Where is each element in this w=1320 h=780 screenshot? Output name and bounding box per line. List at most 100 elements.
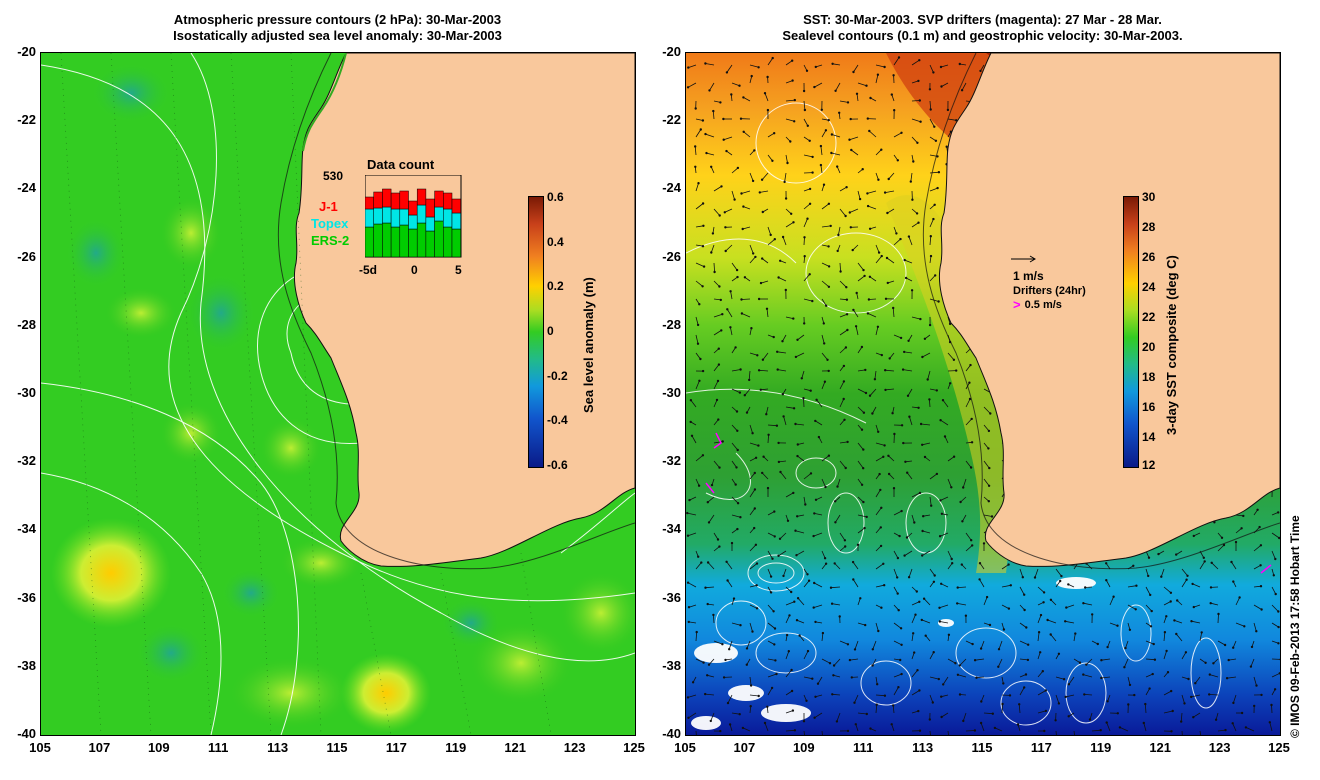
lat-tick-label: -32	[17, 453, 36, 469]
lat-tick-label: -22	[17, 112, 36, 128]
data-count-bar	[443, 208, 453, 228]
lat-tick-label: -34	[17, 521, 36, 537]
data-count-bar	[408, 214, 418, 230]
lat-tick-label: -30	[17, 385, 36, 400]
left-title: Atmospheric pressure contours (2 hPa): 3…	[40, 12, 635, 44]
data-count-max: 530	[323, 169, 344, 183]
lat-tick-label: -38	[17, 657, 36, 673]
data-count-bar	[425, 216, 435, 232]
lat-tick-label: -24	[17, 180, 36, 196]
left-title-line1: Atmospheric pressure contours (2 hPa): 3…	[173, 12, 502, 27]
lon-tick-label: 121	[504, 740, 527, 755]
right-cb-tick-2: 26	[1142, 250, 1156, 264]
lon-tick-label: 123	[1208, 740, 1231, 755]
velocity-legend: 1 m/s	[1011, 251, 1044, 283]
lat-tick-label: -28	[17, 316, 36, 332]
right-cb-tick-0: 30	[1142, 190, 1156, 204]
data-count-bar	[382, 206, 392, 224]
data-count-x-5: 5	[455, 263, 462, 277]
lon-tick-label: 111	[853, 740, 874, 755]
data-count-bar	[425, 230, 435, 258]
lat-tick-label: -32	[662, 453, 681, 469]
lon-tick-label: 105	[29, 740, 51, 755]
lat-tick-label: -40	[17, 726, 36, 741]
data-count-x-neg5d: -5d	[359, 263, 377, 277]
data-count-bar	[365, 226, 374, 258]
left-cb-tick-4: -0.2	[547, 369, 568, 383]
velocity-arrow-icon	[1011, 255, 1036, 263]
data-count-bar	[365, 208, 374, 228]
data-count-title: Data count	[367, 157, 435, 172]
left-map: Data count 530 J-1 Topex ERS-2 -5d 0 5 0…	[40, 52, 636, 736]
data-count-bar	[390, 192, 401, 210]
lon-tick-label: 123	[563, 740, 586, 755]
lat-tick-label: -20	[17, 44, 36, 59]
lon-tick-label: 125	[623, 740, 645, 755]
right-colorbar	[1123, 196, 1139, 468]
data-count-bar	[451, 198, 461, 214]
lon-tick-label: 113	[912, 740, 934, 755]
lat-tick-label: -22	[662, 112, 681, 128]
data-count-bars	[365, 175, 462, 258]
data-count-bar	[443, 226, 453, 258]
right-cb-tick-8: 14	[1142, 430, 1156, 444]
data-count-bar	[451, 212, 461, 230]
velocity-legend-label: 1 m/s	[1013, 269, 1044, 283]
lat-tick-label: -26	[17, 248, 36, 264]
right-title-line1: SST: 30-Mar-2003. SVP drifters (magenta)…	[803, 12, 1162, 27]
data-count-inset: Data count 530 J-1 Topex ERS-2 -5d 0 5	[303, 155, 473, 285]
data-count-bar	[416, 222, 427, 258]
right-cb-tick-4: 22	[1142, 310, 1156, 324]
lat-tick-label: -30	[662, 385, 681, 400]
data-count-bar	[408, 228, 418, 258]
australia-landmass-right	[938, 53, 1280, 567]
lon-tick-label: 109	[147, 740, 170, 755]
data-count-bar	[382, 222, 392, 258]
lon-tick-label: 121	[1149, 740, 1172, 755]
left-colorbar-label: Sea level anomaly (m)	[581, 277, 596, 413]
data-count-bar	[399, 190, 409, 210]
lon-tick-label: 113	[267, 740, 289, 755]
lat-tick-label: -38	[662, 657, 681, 673]
lat-tick-label: -28	[662, 316, 681, 332]
lon-tick-label: 107	[733, 740, 756, 755]
lon-tick-label: 109	[792, 740, 815, 755]
lat-tick-label: -40	[662, 726, 681, 741]
lon-tick-label: 125	[1268, 740, 1290, 755]
drifter-tracks	[705, 432, 1272, 574]
drifters-legend: Drifters (24hr) > 0.5 m/s	[1013, 285, 1086, 312]
legend-j1: J-1	[319, 199, 338, 214]
lat-tick-label: -34	[662, 521, 681, 537]
lon-tick-label: 111	[208, 740, 229, 755]
left-cb-tick-0: 0.6	[547, 190, 564, 204]
data-count-bar	[443, 192, 453, 210]
data-count-bar	[390, 208, 401, 228]
data-count-bar	[434, 190, 444, 208]
lat-tick-label: -36	[662, 589, 681, 605]
right-cb-tick-6: 18	[1142, 370, 1156, 384]
lon-tick-label: 115	[326, 740, 348, 755]
sst-map	[686, 53, 1280, 735]
data-count-bar	[408, 200, 418, 216]
data-count-bar	[434, 220, 444, 258]
legend-topex: Topex	[311, 216, 349, 231]
right-cb-tick-5: 20	[1142, 340, 1156, 354]
data-count-bar	[425, 198, 435, 218]
lon-tick-label: 107	[88, 740, 111, 755]
lon-tick-label: 117	[385, 740, 407, 755]
data-count-x-0: 0	[411, 263, 418, 277]
lon-tick-label: 105	[674, 740, 696, 755]
data-count-bar	[373, 191, 383, 209]
data-count-bar	[373, 223, 383, 258]
data-count-bar	[416, 188, 427, 206]
lon-tick-label: 117	[1030, 740, 1052, 755]
data-count-bar	[451, 228, 461, 258]
drifters-legend-speed: 0.5 m/s	[1024, 298, 1062, 311]
data-count-bar	[365, 196, 374, 210]
right-cb-tick-1: 28	[1142, 220, 1156, 234]
right-map: 1 m/s Drifters (24hr) > 0.5 m/s 30 28 26…	[685, 52, 1281, 736]
left-cb-tick-3: 0	[547, 324, 554, 338]
left-cb-tick-1: 0.4	[547, 235, 564, 249]
lat-tick-label: -24	[662, 180, 681, 196]
right-cb-tick-7: 16	[1142, 400, 1156, 414]
